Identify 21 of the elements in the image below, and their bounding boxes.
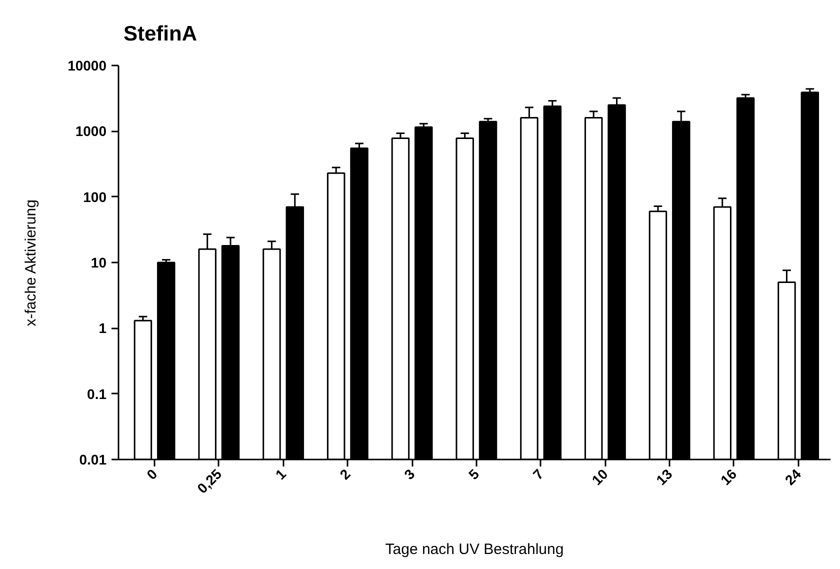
x-tick-label: 0 (143, 466, 160, 483)
x-tick-label: 3 (400, 466, 418, 483)
y-tick-label: 10000 (68, 58, 107, 74)
y-tick-label: 0.1 (87, 386, 107, 402)
x-tick-label: 5 (465, 466, 482, 483)
x-tick-label: 10 (588, 466, 611, 488)
y-tick-label: 0.01 (79, 452, 107, 468)
x-tick-label: 7 (530, 466, 547, 483)
y-tick-label: 1 (98, 320, 107, 336)
x-tick-label: 0,25 (194, 466, 225, 496)
y-tick-label: 1000 (75, 123, 107, 140)
y-tick-label: 100 (83, 188, 107, 205)
x-tick-label: 1 (272, 466, 290, 483)
x-tick-label: 2 (336, 466, 354, 483)
y-axis-title: x-fache Aktivierung (22, 200, 40, 326)
chart-title: StefinA (124, 22, 197, 46)
y-tick-label: 10 (90, 254, 107, 270)
x-tick-label: 16 (717, 466, 740, 488)
x-tick-label: 24 (782, 466, 804, 488)
x-tick-label: 13 (652, 466, 676, 488)
x-axis-title: Tage nach UV Bestrahlung (385, 540, 564, 558)
